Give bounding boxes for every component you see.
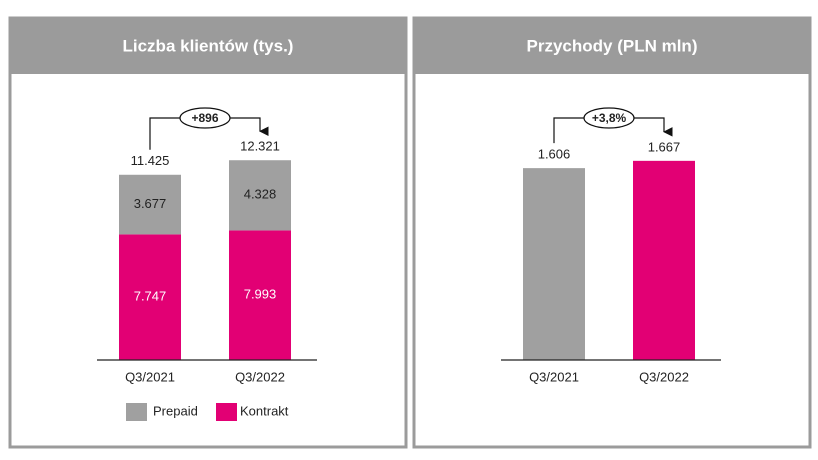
x-tick-label: Q3/2021 xyxy=(125,369,175,384)
bar-segment xyxy=(229,230,291,360)
bar xyxy=(523,168,585,360)
legend-swatch xyxy=(216,403,237,421)
bar-segment xyxy=(119,234,181,360)
annotation: +3,8% xyxy=(592,111,627,125)
value-label: 3.677 xyxy=(134,196,167,211)
total-label: 11.425 xyxy=(131,153,170,168)
x-tick-label: Q3/2022 xyxy=(639,369,689,384)
annotation-bubble xyxy=(583,107,635,129)
panel xyxy=(412,16,812,449)
x-tick-label: Q3/2021 xyxy=(529,369,579,384)
panel-header xyxy=(10,18,406,74)
chart-title: Liczba klientów (tys.) xyxy=(123,36,294,55)
annotation-bubble xyxy=(179,107,231,129)
bar-segment xyxy=(229,160,291,231)
x-tick-label: Q3/2022 xyxy=(235,369,285,384)
legend-label: Prepaid xyxy=(153,403,198,418)
value-label: 7.993 xyxy=(244,287,277,302)
chart-title: Przychody (PLN mln) xyxy=(527,36,698,55)
total-label: 12.321 xyxy=(240,139,280,154)
bar xyxy=(633,160,695,360)
value-label: 4.328 xyxy=(244,187,277,202)
bar-segment xyxy=(119,174,181,235)
value-label: 1.606 xyxy=(538,147,571,162)
legend-label: Kontrakt xyxy=(240,403,289,418)
value-label: 1.667 xyxy=(648,139,681,154)
panel-header xyxy=(414,18,810,74)
panel xyxy=(8,16,408,449)
annotation: +896 xyxy=(191,111,218,125)
legend-swatch xyxy=(126,403,147,421)
value-label: 7.747 xyxy=(134,289,167,304)
